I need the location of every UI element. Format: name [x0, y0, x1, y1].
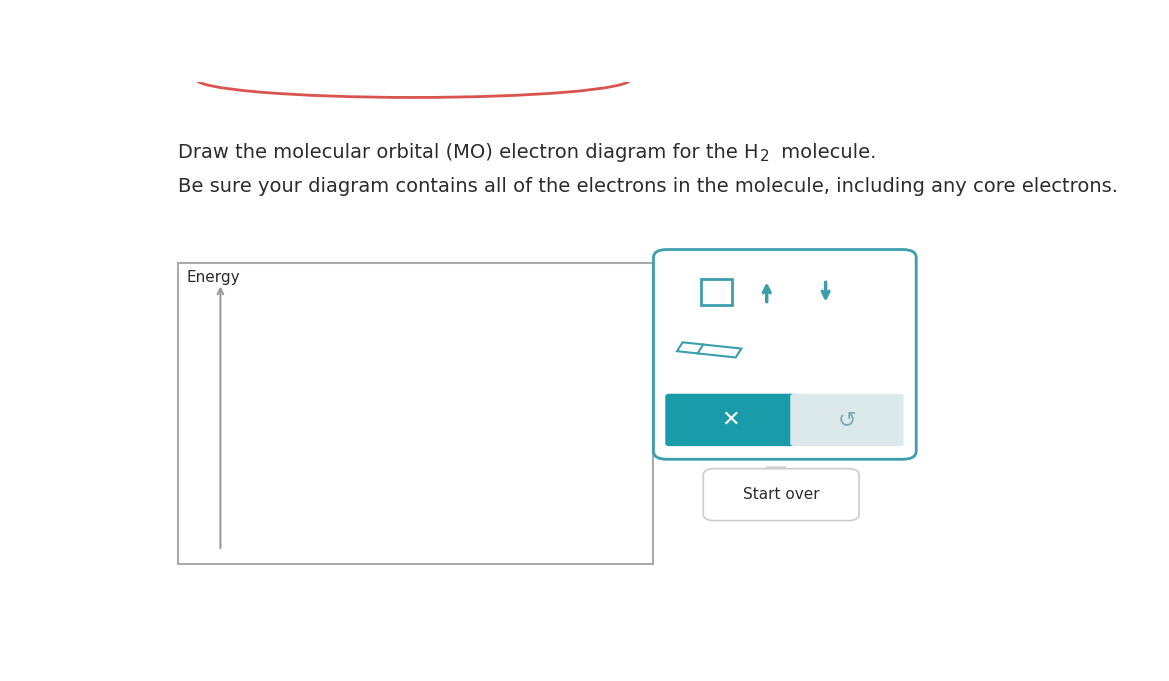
FancyBboxPatch shape [790, 394, 904, 446]
Text: Be sure your diagram contains all of the electrons in the molecule, including an: Be sure your diagram contains all of the… [178, 177, 1118, 196]
Polygon shape [677, 343, 741, 358]
FancyBboxPatch shape [700, 279, 732, 304]
FancyBboxPatch shape [704, 469, 859, 520]
Text: ✕: ✕ [721, 410, 740, 430]
Text: molecule.: molecule. [775, 143, 876, 162]
Text: Energy: Energy [187, 270, 241, 285]
FancyBboxPatch shape [178, 263, 653, 564]
Polygon shape [766, 467, 786, 475]
FancyBboxPatch shape [665, 394, 796, 446]
Text: Start over: Start over [743, 487, 819, 502]
FancyBboxPatch shape [653, 249, 916, 459]
Text: Draw the molecular orbital (MO) electron diagram for the H: Draw the molecular orbital (MO) electron… [178, 143, 759, 162]
Text: 2: 2 [760, 149, 769, 164]
Text: ↺: ↺ [837, 410, 856, 430]
